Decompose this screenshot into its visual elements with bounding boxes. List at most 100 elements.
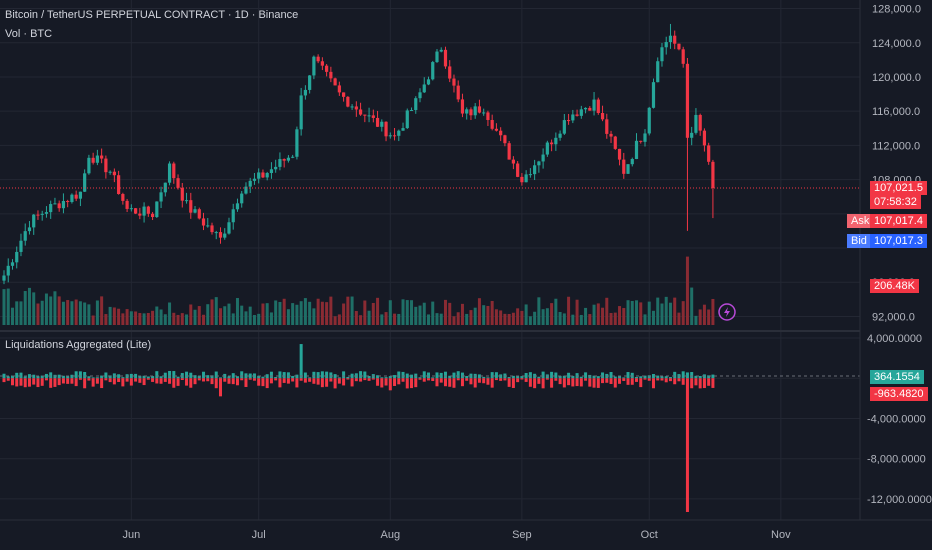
indicator-legend[interactable]: Liquidations Aggregated (Lite) bbox=[5, 339, 152, 351]
candle-body bbox=[95, 155, 99, 163]
liq-short-bar bbox=[643, 378, 647, 380]
price-axis[interactable]: 128,000.0 124,000.0 120,000.0 116,000.0 112,… bbox=[872, 4, 921, 324]
liq-long-bar bbox=[146, 376, 150, 379]
liq-long-bar bbox=[95, 377, 99, 379]
liq-short-bar bbox=[618, 378, 622, 384]
chart-title[interactable]: Bitcoin / TetherUS PERPETUAL CONTRACT · … bbox=[5, 9, 299, 21]
liq-short-bar bbox=[342, 378, 346, 386]
volume-bar bbox=[482, 305, 486, 325]
candle-body bbox=[363, 114, 367, 116]
volume-bar bbox=[218, 308, 222, 325]
liq-short-bar bbox=[439, 378, 443, 383]
volume-bar bbox=[168, 302, 172, 325]
volume-bar bbox=[579, 314, 583, 325]
volume-bar bbox=[23, 291, 27, 325]
liq-long-bar bbox=[261, 376, 265, 379]
liq-long-bar bbox=[70, 374, 74, 379]
liq-short-bar bbox=[469, 378, 473, 385]
volume-bar bbox=[477, 298, 481, 325]
candle-body bbox=[308, 75, 312, 90]
liq-long-bar bbox=[193, 375, 197, 379]
candle-body bbox=[460, 99, 465, 114]
candle-body bbox=[647, 107, 651, 134]
liq-long-bar bbox=[550, 371, 554, 379]
liq-long-bar bbox=[588, 374, 592, 379]
liq-short-bar bbox=[112, 378, 116, 385]
volume-bar bbox=[117, 308, 121, 325]
volume-bar bbox=[10, 307, 14, 325]
candle-body bbox=[613, 136, 617, 149]
volume-bar bbox=[503, 313, 507, 325]
candle-body bbox=[409, 109, 414, 111]
liq-short-bar bbox=[248, 378, 252, 380]
candle-body bbox=[40, 213, 44, 215]
candle-body bbox=[227, 222, 231, 234]
liq-axis[interactable]: 4,000.0000 -4,000.0000 -8,000.0000 -12,000.… bbox=[867, 333, 932, 506]
volume-bar bbox=[312, 308, 316, 325]
candle-body bbox=[218, 232, 223, 238]
liq-short-tag: -963.4820 bbox=[870, 387, 928, 401]
candle-body bbox=[643, 133, 647, 142]
liq-long-bar bbox=[584, 372, 588, 379]
candle-body bbox=[533, 165, 537, 175]
candle-body bbox=[316, 56, 320, 62]
candle-body bbox=[303, 89, 307, 96]
liq-long-bar bbox=[405, 373, 409, 379]
candle-body bbox=[32, 214, 36, 228]
volume-bar bbox=[651, 310, 655, 325]
liq-long-bar bbox=[299, 344, 303, 379]
volume-bar bbox=[626, 300, 630, 325]
liq-long-bar bbox=[87, 376, 91, 379]
candle-body bbox=[112, 171, 116, 176]
liq-long-bar bbox=[129, 373, 133, 379]
volume-bar bbox=[27, 287, 31, 325]
liq-long-bar bbox=[673, 371, 677, 379]
volume-bar bbox=[125, 309, 129, 325]
candle-body bbox=[486, 112, 490, 120]
volume-bar bbox=[299, 301, 303, 325]
liq-long-bar bbox=[562, 375, 566, 379]
liq-long-bar bbox=[711, 374, 715, 379]
candle-body bbox=[698, 114, 702, 131]
volume-bar bbox=[337, 314, 341, 325]
volume-bar bbox=[134, 311, 138, 325]
liq-long-bar bbox=[189, 372, 193, 379]
volume-bar bbox=[401, 299, 405, 325]
volume-bar bbox=[95, 300, 99, 325]
volume-bar bbox=[257, 313, 261, 325]
volume-legend[interactable]: Vol · BTC bbox=[5, 28, 53, 40]
candle-body bbox=[554, 137, 558, 145]
volume-bar bbox=[533, 311, 537, 325]
liq-long-bar bbox=[138, 375, 142, 379]
candle-body bbox=[579, 109, 583, 116]
liq-short-bar bbox=[235, 378, 239, 386]
candle-body bbox=[499, 130, 503, 136]
liq-long-bar bbox=[61, 375, 65, 379]
volume-bar bbox=[567, 296, 571, 325]
volume-bar bbox=[405, 300, 409, 325]
liq-short-bar bbox=[707, 378, 711, 386]
volume-bar bbox=[206, 304, 210, 325]
volume-bar bbox=[346, 296, 350, 325]
liq-short-bar bbox=[117, 378, 121, 382]
candle-body bbox=[592, 99, 596, 111]
volume-bar bbox=[443, 299, 447, 325]
volume-bar bbox=[681, 301, 685, 325]
liq-short-bar bbox=[312, 378, 316, 384]
volume-bar bbox=[172, 312, 176, 325]
liq-long-bar bbox=[78, 371, 82, 379]
time-axis[interactable]: Jun Jul Aug Sep Oct Nov bbox=[122, 529, 791, 541]
volume-bar bbox=[308, 301, 312, 325]
volume-bar bbox=[702, 304, 706, 325]
volume-bar bbox=[176, 314, 180, 325]
liq-short-bar bbox=[380, 378, 384, 388]
lightning-icon[interactable] bbox=[718, 303, 736, 321]
liq-short-bar bbox=[473, 378, 477, 388]
candle-body bbox=[469, 109, 473, 116]
volume-bar bbox=[469, 310, 473, 325]
candle-body bbox=[252, 178, 257, 181]
liq-long-bar bbox=[384, 377, 388, 379]
volume-bar bbox=[265, 303, 269, 325]
candle-body bbox=[146, 206, 150, 214]
